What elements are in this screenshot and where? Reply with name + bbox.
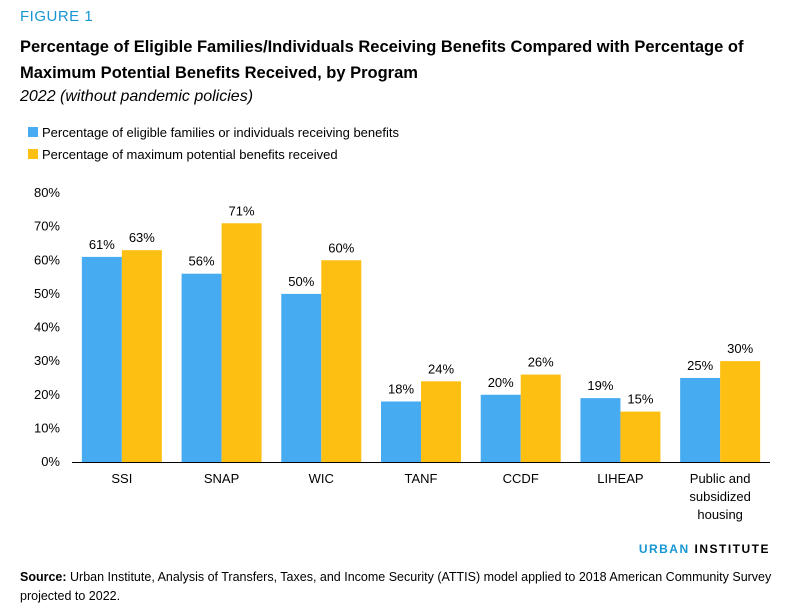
x-tick-label: TANF [405, 471, 438, 486]
legend-swatch-recipients [28, 127, 38, 137]
y-tick-label: 80% [34, 185, 60, 200]
y-tick-label: 10% [34, 420, 60, 435]
data-label: 50% [288, 274, 314, 289]
bar-benefits [520, 374, 561, 462]
bar-recipients [281, 293, 322, 462]
bar-benefits [620, 411, 661, 462]
x-tick-label: LIHEAP [597, 471, 643, 486]
data-label: 71% [229, 203, 255, 218]
bar-recipients [81, 256, 122, 462]
legend-label-benefits: Percentage of maximum potential benefits… [42, 146, 338, 162]
data-label: 30% [727, 341, 753, 356]
data-label: 20% [488, 375, 514, 390]
data-label: 25% [687, 358, 713, 373]
y-tick-label: 50% [34, 286, 60, 301]
y-tick-label: 70% [34, 219, 60, 234]
bar-benefits [121, 250, 162, 462]
legend-swatch-benefits [28, 149, 38, 159]
source-note: Source: Urban Institute, Analysis of Tra… [20, 568, 790, 606]
data-label: 15% [627, 392, 653, 407]
source-label: Source: [20, 570, 67, 584]
bar-chart: 0% 10% 20% 30% 40% 50% 60% 70% 80% 61% 63% SSI 56% 71… [34, 185, 770, 522]
data-label: 61% [89, 237, 115, 252]
bar-benefits [321, 260, 362, 462]
data-label: 26% [528, 355, 554, 370]
y-tick-label: 20% [34, 387, 60, 402]
source-text: Urban Institute, Analysis of Transfers, … [20, 570, 772, 603]
y-tick-label: 60% [34, 252, 60, 267]
data-label: 63% [129, 230, 155, 245]
bar-recipients [381, 401, 421, 462]
bar-benefits [421, 381, 461, 462]
data-label: 18% [388, 381, 414, 396]
legend: Percentage of eligible families or indiv… [28, 121, 399, 165]
bar-recipients [181, 273, 222, 462]
x-tick-label: subsidized [689, 489, 750, 504]
chart-title: Percentage of Eligible Families/Individu… [20, 38, 744, 82]
chart-subtitle: 2022 (without pandemic policies) [20, 88, 254, 105]
x-tick-label: SSI [111, 471, 132, 486]
x-tick-label: WIC [309, 471, 334, 486]
bar-benefits [221, 223, 262, 462]
bar-benefits [720, 361, 761, 462]
data-label: 60% [328, 240, 354, 255]
y-tick-label: 0% [41, 454, 60, 469]
urban-institute-logo: URBAN INSTITUTE [638, 542, 770, 556]
data-label: 24% [428, 361, 454, 376]
x-tick-label: SNAP [204, 471, 239, 486]
legend-item-benefits: Percentage of maximum potential benefits… [28, 143, 399, 165]
data-label: 19% [587, 378, 613, 393]
x-tick-label: CCDF [503, 471, 539, 486]
bar-recipients [680, 377, 721, 462]
y-tick-label: 30% [34, 353, 60, 368]
legend-item-recipients: Percentage of eligible families or indiv… [28, 121, 399, 143]
bar-recipients [480, 394, 521, 462]
figure-label: FIGURE 1 [20, 8, 94, 25]
y-tick-label: 40% [34, 320, 60, 335]
bar-recipients [580, 398, 621, 462]
data-label: 56% [189, 254, 215, 269]
x-tick-label: Public and [690, 471, 751, 486]
x-tick-label: housing [697, 507, 743, 522]
legend-label-recipients: Percentage of eligible families or indiv… [42, 124, 399, 140]
